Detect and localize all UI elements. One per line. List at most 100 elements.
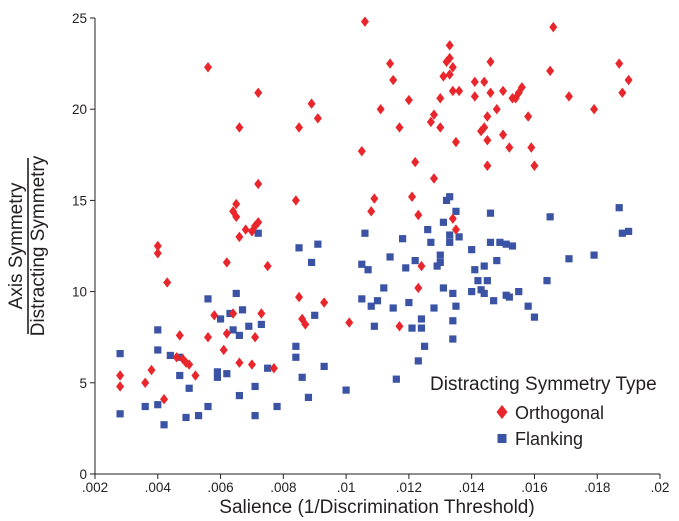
data-point-flanking xyxy=(251,382,259,391)
data-point-orthogonal xyxy=(367,206,376,217)
data-point-flanking xyxy=(417,324,426,332)
data-point-flanking xyxy=(480,289,488,298)
data-point-orthogonal xyxy=(241,224,250,235)
axes: .002 .004 .006 .008 .01 .012 .014 .016 .018 .02 0… xyxy=(72,11,669,495)
data-point-orthogonal xyxy=(229,308,238,319)
data-point-flanking xyxy=(414,357,422,365)
data-point-orthogonal xyxy=(172,352,181,363)
data-point-orthogonal xyxy=(204,62,212,73)
data-point-orthogonal xyxy=(153,240,162,252)
data-point-flanking xyxy=(251,412,259,420)
data-point-orthogonal xyxy=(247,359,256,370)
data-point-flanking xyxy=(116,410,124,418)
data-point-flanking xyxy=(298,373,306,381)
data-point-flanking xyxy=(264,364,272,372)
x-ticks: .002 .004 .006 .008 .01 .012 .014 .016 .018 .02 xyxy=(82,474,669,495)
data-point-orthogonal xyxy=(451,136,460,148)
data-point-flanking xyxy=(154,401,162,409)
data-point-flanking xyxy=(471,266,479,274)
x-tick-label: .008 xyxy=(270,480,296,495)
data-point-flanking xyxy=(446,193,454,201)
data-point-flanking xyxy=(257,320,265,329)
data-point-flanking xyxy=(502,240,510,248)
data-point-flanking xyxy=(530,313,539,321)
data-point-flanking xyxy=(405,298,413,307)
data-point-flanking xyxy=(358,260,366,268)
data-point-flanking xyxy=(386,253,394,261)
data-point-flanking xyxy=(273,402,281,411)
data-point-flanking xyxy=(342,386,350,394)
data-point-orthogonal xyxy=(210,310,219,321)
data-point-flanking xyxy=(194,412,203,420)
data-point-orthogonal xyxy=(448,62,457,73)
data-point-orthogonal xyxy=(411,156,420,168)
data-point-flanking xyxy=(389,304,397,312)
data-point-orthogonal xyxy=(618,87,627,98)
data-point-flanking xyxy=(546,213,554,221)
data-point-flanking xyxy=(380,284,388,292)
data-point-orthogonal xyxy=(524,111,533,122)
data-point-flanking xyxy=(505,293,513,301)
data-point-orthogonal xyxy=(116,381,125,392)
data-point-orthogonal xyxy=(486,56,495,67)
data-point-flanking xyxy=(424,225,432,234)
data-point-flanking xyxy=(235,391,243,400)
data-point-flanking xyxy=(292,353,300,361)
data-point-flanking xyxy=(154,326,162,334)
data-point-orthogonal xyxy=(219,344,228,356)
data-point-orthogonal xyxy=(357,145,366,157)
y-tick-label: 5 xyxy=(79,376,87,391)
data-point-flanking xyxy=(304,393,313,401)
data-point-orthogonal xyxy=(116,370,125,381)
data-point-flanking xyxy=(480,262,488,270)
x-tick-label: .016 xyxy=(521,480,547,495)
data-point-flanking xyxy=(254,229,262,237)
data-point-flanking xyxy=(449,335,457,343)
data-point-flanking xyxy=(468,288,476,296)
data-point-orthogonal xyxy=(235,122,244,133)
data-point-flanking xyxy=(235,331,243,339)
data-point-orthogonal xyxy=(445,52,454,64)
data-point-orthogonal xyxy=(426,116,435,128)
data-point-flanking xyxy=(427,238,435,246)
data-point-flanking xyxy=(483,277,491,285)
data-point-orthogonal xyxy=(291,195,300,206)
data-point-flanking xyxy=(160,421,168,429)
data-point-flanking xyxy=(625,227,633,236)
data-point-orthogonal xyxy=(480,122,489,133)
data-point-orthogonal xyxy=(530,160,539,171)
data-point-flanking xyxy=(436,251,444,259)
legend-label-flanking: Flanking xyxy=(515,429,583,449)
legend-marker-orthogonal-icon xyxy=(496,405,508,419)
data-point-flanking xyxy=(496,238,504,246)
y-tick-label: 0 xyxy=(79,467,87,482)
data-point-flanking xyxy=(223,370,231,378)
data-point-orthogonal xyxy=(251,220,260,232)
data-point-flanking xyxy=(493,256,501,265)
data-point-flanking xyxy=(166,351,174,360)
data-point-orthogonal xyxy=(448,85,457,97)
y-ticks: 0 5 10 15 20 25 xyxy=(72,11,95,482)
data-point-orthogonal xyxy=(499,85,508,97)
y-tick-label: 20 xyxy=(72,102,87,117)
data-point-orthogonal xyxy=(624,74,633,86)
data-point-flanking xyxy=(232,289,240,298)
data-point-flanking xyxy=(408,324,416,332)
legend-marker-flanking-icon xyxy=(497,434,507,443)
data-point-orthogonal xyxy=(301,319,310,330)
data-point-flanking xyxy=(292,342,300,350)
data-point-orthogonal xyxy=(483,135,492,146)
data-point-orthogonal xyxy=(376,104,385,115)
data-point-orthogonal xyxy=(160,394,169,405)
data-point-orthogonal xyxy=(549,21,558,33)
data-point-orthogonal xyxy=(147,364,156,376)
data-point-orthogonal xyxy=(436,93,445,104)
data-point-orthogonal xyxy=(615,58,624,69)
data-point-orthogonal xyxy=(251,332,260,343)
data-point-orthogonal xyxy=(546,65,555,77)
data-point-flanking xyxy=(367,302,375,310)
y-tick-label: 15 xyxy=(72,193,87,208)
data-point-orthogonal xyxy=(232,211,241,223)
data-point-flanking xyxy=(439,218,448,226)
data-point-orthogonal xyxy=(499,129,508,140)
